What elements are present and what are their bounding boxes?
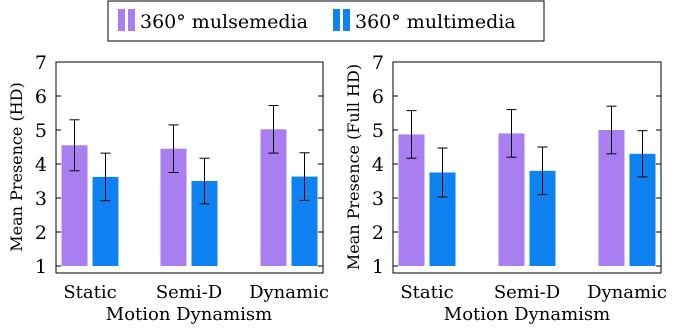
- legend-swatch-multimedia: [333, 9, 340, 31]
- y-tick-label: 3: [372, 188, 384, 210]
- y-axis-title: Mean Presence (Full HD): [344, 64, 363, 270]
- chart-right: 1 2 3 4 5 6 7 Static Semi-D Dynamic Mean Presenc…: [344, 52, 667, 325]
- legend: 360° mulsemedia 360° multimedia: [107, 0, 545, 42]
- x-axis-title: Motion Dynamism: [444, 304, 610, 325]
- x-axis: Static Semi-D Dynamic: [400, 282, 667, 303]
- bars: [398, 105, 656, 266]
- y-tick-label: 4: [372, 154, 384, 176]
- y-tick-label: 3: [35, 188, 47, 210]
- plot-frame: [392, 61, 662, 274]
- y-tick-label: 5: [35, 120, 47, 142]
- plot-frame: [55, 61, 324, 274]
- x-tick-label: Static: [400, 282, 453, 303]
- y-tick-label: 1: [35, 256, 47, 278]
- legend-swatch-mulsemedia: [128, 9, 135, 31]
- x-axis-title: Motion Dynamism: [106, 304, 272, 325]
- y-tick-label: 7: [372, 52, 384, 74]
- legend-label-multimedia: 360° multimedia: [355, 11, 516, 33]
- y-tick-label: 5: [372, 120, 384, 142]
- x-tick-label: Semi-D: [494, 282, 560, 303]
- legend-swatch-mulsemedia: [118, 9, 125, 31]
- x-axis: Static Semi-D Dynamic: [63, 282, 329, 303]
- x-tick-label: Static: [63, 282, 116, 303]
- y-tick-label: 2: [35, 222, 47, 244]
- y-tick-label: 6: [372, 86, 384, 108]
- chart-left: 1 2 3 4 5 6 7 Static Semi-D Dynamic Mean Presenc…: [7, 52, 329, 325]
- legend-label-mulsemedia: 360° mulsemedia: [140, 11, 308, 33]
- legend-box: [107, 0, 545, 42]
- y-tick-label: 2: [372, 222, 384, 244]
- y-tick-label: 6: [35, 86, 47, 108]
- x-tick-label: Dynamic: [249, 282, 329, 303]
- legend-swatch-multimedia: [343, 9, 350, 31]
- y-axis: 1 2 3 4 5 6 7: [372, 52, 661, 278]
- y-tick-label: 4: [35, 154, 47, 176]
- bars: [61, 105, 318, 266]
- x-tick-label: Semi-D: [156, 282, 222, 303]
- y-tick-label: 1: [372, 256, 384, 278]
- y-tick-label: 7: [35, 52, 47, 74]
- x-tick-label: Dynamic: [587, 282, 667, 303]
- y-axis: 1 2 3 4 5 6 7: [35, 52, 323, 278]
- y-axis-title: Mean Presence (HD): [7, 82, 26, 251]
